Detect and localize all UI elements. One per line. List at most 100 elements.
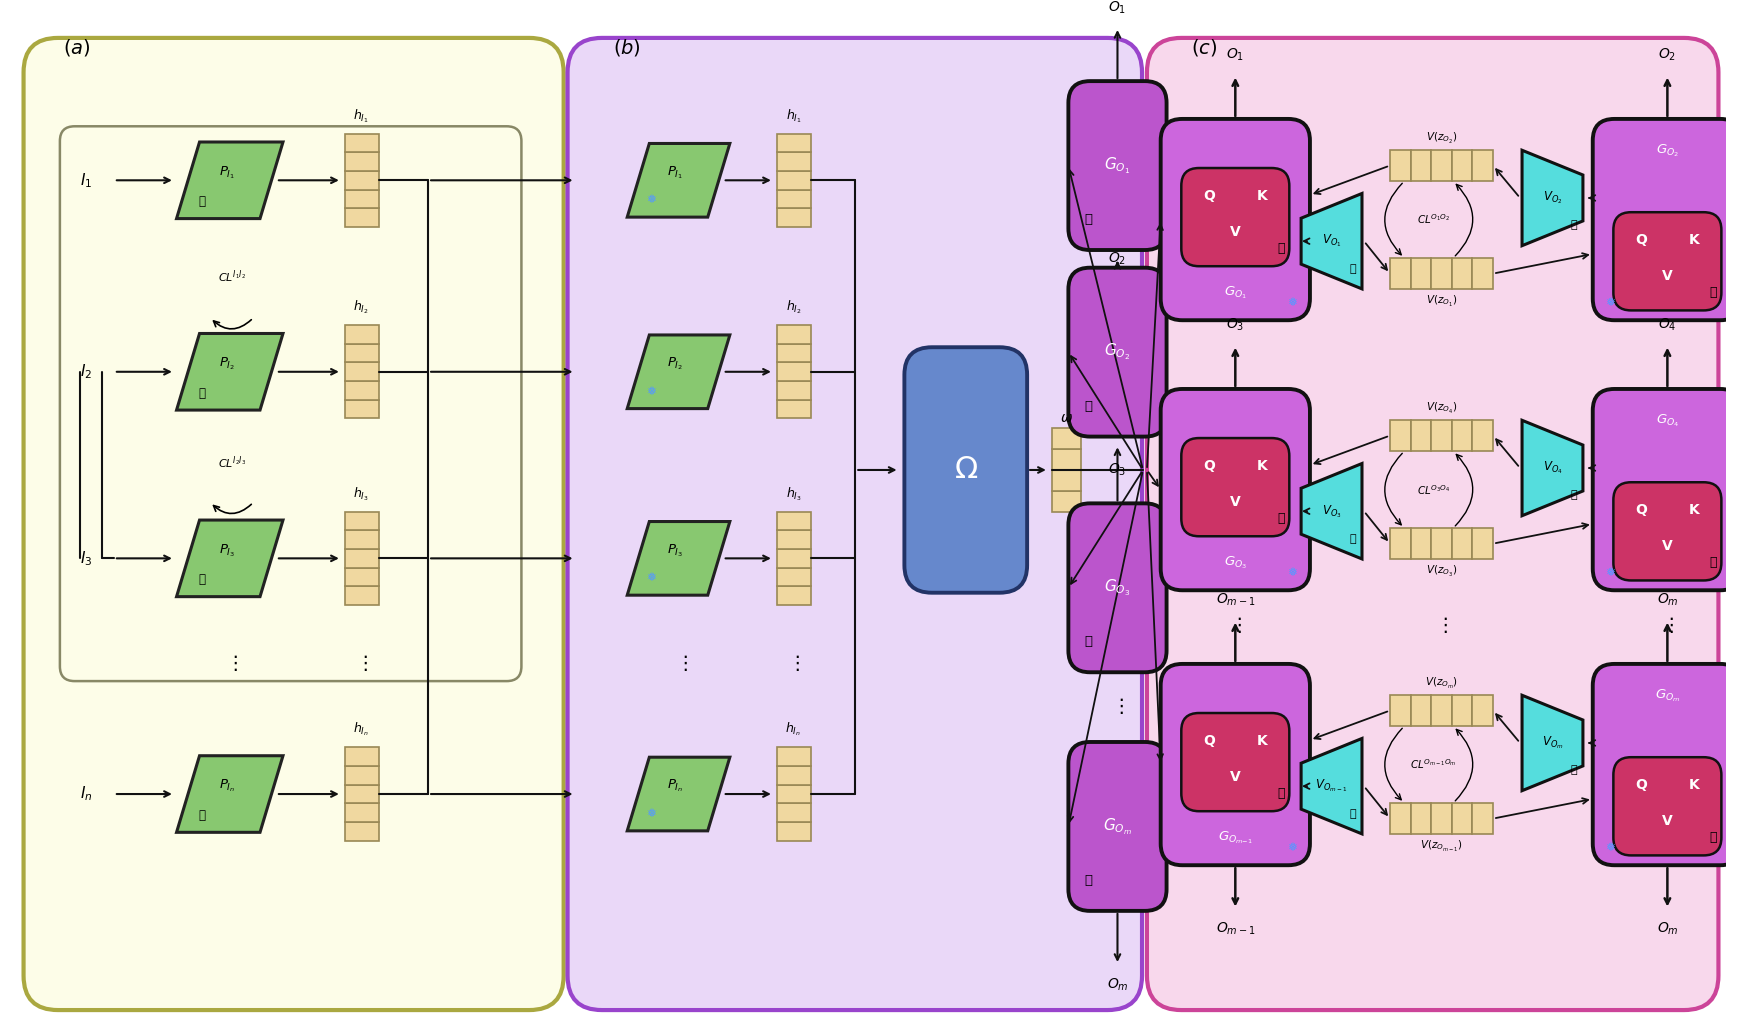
Text: $V_{O_4}$: $V_{O_4}$ (1543, 460, 1563, 477)
Text: K: K (1256, 459, 1266, 472)
Polygon shape (627, 757, 730, 831)
Bar (1390, 528, 1411, 559)
Bar (345, 363, 380, 381)
Text: $P_{I_1}$: $P_{I_1}$ (219, 164, 235, 180)
Bar (345, 549, 380, 568)
Text: $I_2$: $I_2$ (80, 363, 92, 381)
FancyBboxPatch shape (568, 38, 1143, 1010)
Text: $O_1$: $O_1$ (1108, 0, 1127, 16)
Bar (777, 208, 812, 227)
Bar (1472, 150, 1493, 181)
Bar (1432, 803, 1451, 834)
Bar (777, 363, 812, 381)
FancyBboxPatch shape (1160, 388, 1310, 591)
Text: $h_{I_n}$: $h_{I_n}$ (354, 721, 369, 739)
Bar (1052, 428, 1082, 449)
Text: $(c)$: $(c)$ (1192, 37, 1218, 58)
Text: K: K (1256, 189, 1266, 202)
Text: $P_{I_1}$: $P_{I_1}$ (667, 164, 683, 180)
Bar (777, 512, 812, 530)
Text: $G_{O_{3}}$: $G_{O_{3}}$ (1223, 554, 1247, 571)
Polygon shape (176, 142, 282, 219)
Bar (345, 747, 380, 766)
Bar (345, 190, 380, 208)
Bar (1411, 420, 1432, 452)
Bar (777, 530, 812, 549)
Text: $O_3$: $O_3$ (1226, 317, 1244, 334)
Text: V: V (1662, 269, 1672, 283)
FancyBboxPatch shape (1181, 438, 1289, 537)
Bar (777, 803, 812, 822)
Bar (1451, 803, 1472, 834)
Bar (345, 208, 380, 227)
Bar (1432, 150, 1451, 181)
Text: $h_{I_1}$: $h_{I_1}$ (786, 107, 801, 124)
Text: V: V (1662, 814, 1672, 828)
Text: Q: Q (1636, 502, 1646, 517)
FancyBboxPatch shape (1592, 388, 1742, 591)
Bar (1432, 695, 1451, 726)
Bar (1052, 449, 1082, 470)
Text: $CL^{I_1I_2}$: $CL^{I_1I_2}$ (218, 268, 246, 285)
Text: $O_m$: $O_m$ (1106, 976, 1129, 992)
Bar (1472, 258, 1493, 289)
Bar (1390, 150, 1411, 181)
Text: $V(z_{O_{m-1}})$: $V(z_{O_{m-1}})$ (1420, 838, 1463, 854)
Bar (777, 747, 812, 766)
Text: $G_{O_m}$: $G_{O_m}$ (1103, 816, 1132, 837)
Text: $P_{I_n}$: $P_{I_n}$ (667, 778, 685, 795)
Text: $P_{I_3}$: $P_{I_3}$ (219, 542, 235, 558)
Text: $h_{I_1}$: $h_{I_1}$ (354, 107, 369, 124)
Text: $\vdots$: $\vdots$ (1228, 615, 1242, 635)
Text: $V(z_{O_1})$: $V(z_{O_1})$ (1427, 293, 1456, 309)
Text: $O_{m-1}$: $O_{m-1}$ (1216, 921, 1254, 938)
Bar (1451, 528, 1472, 559)
FancyBboxPatch shape (1068, 81, 1167, 250)
Text: $V_{O_3}$: $V_{O_3}$ (1322, 502, 1341, 519)
Bar (777, 344, 812, 363)
Polygon shape (627, 335, 730, 408)
Text: 🔥: 🔥 (1350, 809, 1357, 818)
FancyBboxPatch shape (24, 38, 564, 1010)
Bar (1411, 803, 1432, 834)
Bar (1451, 258, 1472, 289)
FancyBboxPatch shape (1068, 503, 1167, 672)
Text: $I_n$: $I_n$ (80, 784, 92, 803)
Bar (1432, 420, 1451, 452)
FancyBboxPatch shape (1613, 212, 1721, 311)
Polygon shape (1301, 194, 1362, 289)
Text: V: V (1230, 225, 1240, 239)
Bar (777, 568, 812, 586)
Bar (345, 512, 380, 530)
Text: $V_{O_m}$: $V_{O_m}$ (1542, 735, 1563, 751)
Bar (345, 784, 380, 803)
Bar (777, 152, 812, 171)
Text: $\Omega$: $\Omega$ (953, 456, 977, 485)
Text: $I_1$: $I_1$ (80, 171, 92, 190)
Text: 🔥: 🔥 (1571, 221, 1578, 230)
Bar (1411, 258, 1432, 289)
Text: 🔥: 🔥 (1571, 490, 1578, 500)
Bar (777, 549, 812, 568)
FancyBboxPatch shape (1181, 713, 1289, 811)
Bar (1472, 528, 1493, 559)
Bar (1390, 420, 1411, 452)
Text: ❅: ❅ (1287, 296, 1298, 309)
Bar (777, 134, 812, 152)
Text: $G_{O_{m}}$: $G_{O_{m}}$ (1655, 687, 1679, 703)
Bar (345, 568, 380, 586)
Text: 🔥: 🔥 (199, 386, 206, 400)
Bar (345, 134, 380, 152)
Text: Q: Q (1204, 189, 1214, 202)
Bar (345, 822, 380, 840)
Bar (345, 400, 380, 419)
Text: $h_{I_2}$: $h_{I_2}$ (354, 298, 369, 316)
Bar (777, 171, 812, 190)
Text: $P_{I_2}$: $P_{I_2}$ (667, 355, 683, 372)
Text: $P_{I_2}$: $P_{I_2}$ (219, 355, 235, 372)
Polygon shape (1523, 695, 1583, 790)
Polygon shape (1523, 150, 1583, 246)
Bar (345, 803, 380, 822)
Bar (1390, 803, 1411, 834)
FancyBboxPatch shape (904, 347, 1028, 593)
